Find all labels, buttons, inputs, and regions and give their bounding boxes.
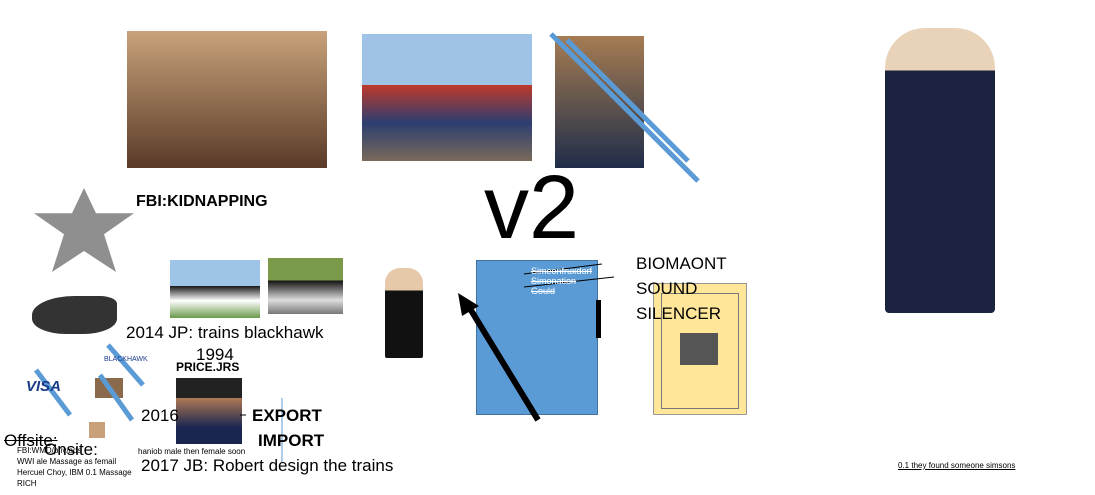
helicopter-photo bbox=[32, 296, 117, 334]
visa-logo: VISA bbox=[26, 378, 62, 395]
heading: FBI:KIDNAPPING bbox=[136, 193, 268, 210]
note-line: Gould bbox=[531, 286, 556, 296]
import-label: IMPORT bbox=[258, 431, 325, 450]
train-photo bbox=[362, 34, 532, 161]
strike-line bbox=[549, 32, 700, 183]
strike-line bbox=[565, 38, 690, 163]
baby-police-photo bbox=[176, 378, 242, 444]
child-police-photo bbox=[885, 28, 995, 313]
small-photo bbox=[89, 422, 105, 438]
year-label: 1994 bbox=[196, 345, 234, 364]
portrait-photo bbox=[127, 31, 327, 168]
arrow-head bbox=[458, 293, 479, 316]
price-label: PRICE.JRS bbox=[176, 360, 240, 374]
note-line: FBI:WMD/pfiv/ads bbox=[17, 446, 82, 455]
version-label: v2 bbox=[484, 158, 580, 258]
strike-line bbox=[34, 368, 72, 417]
note-line: Simeonfruxdorf bbox=[531, 266, 593, 276]
note-line: RICH bbox=[17, 479, 37, 488]
device-photo bbox=[680, 333, 718, 365]
export-label: EXPORT bbox=[252, 406, 322, 425]
blackhawk-logo: BLACKHAWK bbox=[104, 356, 148, 363]
label-line: SILENCER bbox=[636, 304, 722, 323]
onsite-note: haniob male then female soon bbox=[138, 447, 246, 456]
arrow bbox=[463, 300, 541, 422]
timeline-entry: 2017 JB: Robert design the trains bbox=[141, 456, 394, 475]
box-notes: Simeonfruxdorf Simonation Gould bbox=[531, 266, 592, 296]
pointer-line bbox=[523, 276, 615, 288]
small-notes: FBI:WMD/pfiv/ads WWI ale Massage as fema… bbox=[17, 445, 132, 489]
black-bar bbox=[596, 300, 601, 338]
found-note: 0.1 they found someone simsons bbox=[898, 461, 1016, 470]
onsite-label: Onsite: bbox=[44, 440, 98, 459]
girl-police-photo bbox=[385, 268, 423, 358]
note-line: Simonation bbox=[531, 276, 577, 286]
note-line: WWI ale Massage as femail bbox=[17, 457, 117, 466]
label-line: SOUND bbox=[636, 279, 698, 298]
police-car-photo bbox=[170, 260, 260, 318]
note-line: Hercuel Choy, IBM 0.1 Massage bbox=[17, 468, 132, 477]
strike-line bbox=[106, 343, 145, 387]
timeline-entry: 2014 JP: trains blackhawk bbox=[126, 323, 324, 342]
year-label: 2016 bbox=[141, 406, 179, 425]
strike-line bbox=[97, 373, 135, 422]
label-line: BIOMAONT bbox=[636, 254, 727, 273]
police-car-photo bbox=[268, 258, 343, 314]
device-label: BIOMAONT SOUND SILENCER bbox=[636, 251, 727, 326]
offsite-label: Offsite: bbox=[4, 431, 58, 450]
pointer-line bbox=[523, 263, 603, 275]
